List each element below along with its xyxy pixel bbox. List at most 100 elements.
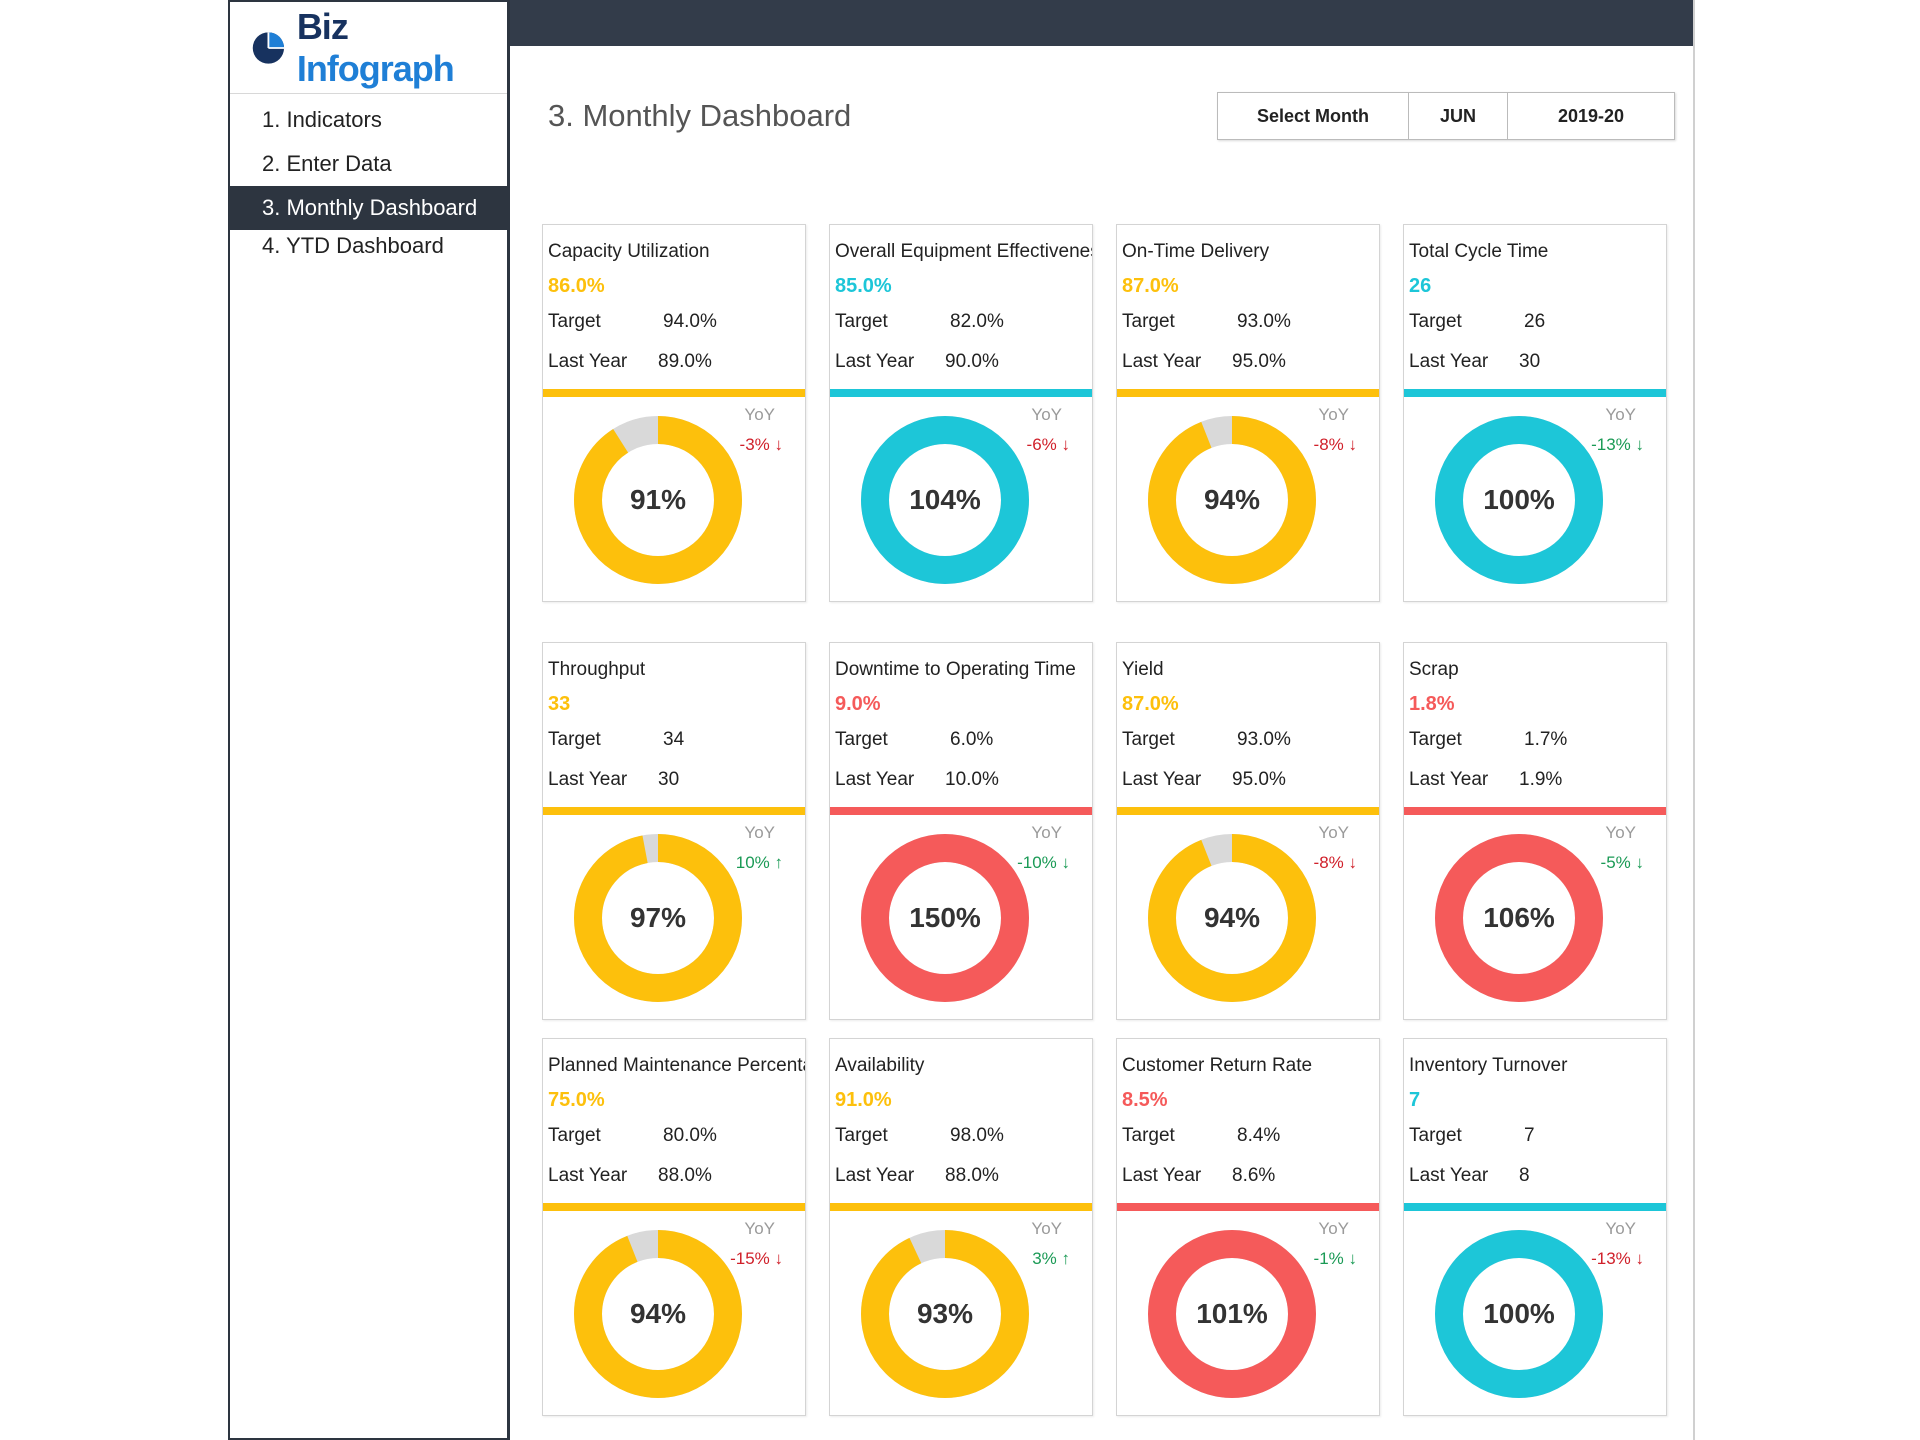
kpi-value: 26 xyxy=(1409,275,1432,297)
kpi-card: Overall Equipment Effectiveness 85.0% Targ… xyxy=(829,224,1093,602)
last-year-value: 8.6% xyxy=(1232,1165,1276,1186)
month-dropdown[interactable]: JUN xyxy=(1409,93,1508,139)
kpi-value: 75.0% xyxy=(548,1089,605,1111)
target-value: 8.4% xyxy=(1237,1125,1281,1146)
target-value: 82.0% xyxy=(950,311,1004,332)
kpi-color-bar xyxy=(1404,1203,1666,1211)
target-value: 98.0% xyxy=(950,1125,1004,1146)
last-year-label: Last Year xyxy=(548,351,628,372)
target-label: Target xyxy=(548,311,601,332)
kpi-color-bar xyxy=(1117,807,1379,815)
kpi-color-bar xyxy=(1404,807,1666,815)
donut-percent: 93% xyxy=(916,1298,974,1329)
kpi-value: 86.0% xyxy=(548,275,605,297)
year-dropdown[interactable]: 2019-20 xyxy=(1557,105,1625,126)
donut-fill xyxy=(1435,416,1603,584)
target-label: Target xyxy=(1409,1125,1462,1146)
logo[interactable]: Biz Infograph xyxy=(230,2,507,94)
nav-item-monthly-dashboard[interactable]: 3. Monthly Dashboard xyxy=(230,186,507,230)
yoy-label: YoY xyxy=(744,823,775,842)
kpi-name: Capacity Utilization xyxy=(548,241,710,262)
target-label: Target xyxy=(1122,729,1175,750)
donut-percent: 94% xyxy=(1203,902,1261,933)
last-year-label: Last Year xyxy=(548,1165,628,1186)
yoy-label: YoY xyxy=(1031,823,1062,842)
donut-chart xyxy=(861,834,1029,1002)
target-label: Target xyxy=(548,1125,601,1146)
yoy-label: YoY xyxy=(1031,1219,1062,1238)
kpi-value: 87.0% xyxy=(1122,275,1179,297)
target-label: Target xyxy=(1122,1125,1175,1146)
yoy-value: -10% ↓ xyxy=(1017,853,1070,872)
donut-percent: 91% xyxy=(629,484,687,515)
donut-percent: 150% xyxy=(909,902,981,933)
kpi-name: Inventory Turnover xyxy=(1409,1055,1568,1076)
yoy-value: -1% ↓ xyxy=(1313,1249,1357,1268)
right-border xyxy=(1693,0,1695,1440)
last-year-value: 30 xyxy=(1519,351,1541,372)
target-value: 93.0% xyxy=(1237,311,1291,332)
sidebar-nav: 1. Indicators 2. Enter Data 3. Monthly D… xyxy=(230,98,507,268)
kpi-value: 33 xyxy=(548,693,571,715)
yoy-label: YoY xyxy=(1318,1219,1349,1238)
nav-item-indicators[interactable]: 1. Indicators xyxy=(262,107,382,132)
target-label: Target xyxy=(548,729,601,750)
donut-fill xyxy=(574,416,742,584)
last-year-value: 88.0% xyxy=(945,1165,999,1186)
target-label: Target xyxy=(835,729,888,750)
sidebar: Biz Infograph 1. Indicators 2. Enter Dat… xyxy=(228,0,510,1440)
last-year-value: 88.0% xyxy=(658,1165,712,1186)
kpi-value: 91.0% xyxy=(835,1089,892,1111)
kpi-value: 87.0% xyxy=(1122,693,1179,715)
target-label: Target xyxy=(835,311,888,332)
yoy-value: -5% ↓ xyxy=(1600,853,1644,872)
donut-fill xyxy=(1148,1230,1316,1398)
brand-name: Biz Infograph xyxy=(297,6,507,90)
donut-fill xyxy=(1148,834,1316,1002)
last-year-label: Last Year xyxy=(1409,769,1489,790)
target-value: 6.0% xyxy=(950,729,994,750)
last-year-label: Last Year xyxy=(1409,1165,1489,1186)
donut-percent: 106% xyxy=(1483,902,1555,933)
kpi-color-bar xyxy=(543,389,805,397)
brand-part1: Biz xyxy=(296,5,349,47)
kpi-color-bar xyxy=(830,1203,1092,1211)
nav-item-enter-data[interactable]: 2. Enter Data xyxy=(262,151,392,176)
last-year-label: Last Year xyxy=(835,351,915,372)
kpi-card: Availability 91.0% Target 98.0% Last Year 88.… xyxy=(829,1038,1093,1416)
yoy-value: -3% ↓ xyxy=(739,435,783,454)
last-year-label: Last Year xyxy=(1122,769,1202,790)
kpi-value: 85.0% xyxy=(835,275,892,297)
kpi-card: Total Cycle Time 26 Target 26 Last Year 30 YoY… xyxy=(1403,224,1667,602)
kpi-name: Downtime to Operating Time xyxy=(835,659,1076,680)
donut-chart xyxy=(861,416,1029,584)
last-year-label: Last Year xyxy=(1122,1165,1202,1186)
kpi-name: Customer Return Rate xyxy=(1122,1055,1313,1076)
last-year-value: 95.0% xyxy=(1232,769,1286,790)
nav-item-ytd-dashboard[interactable]: 4. YTD Dashboard xyxy=(262,233,444,258)
yoy-label: YoY xyxy=(1605,823,1636,842)
donut-chart xyxy=(574,1230,742,1398)
kpi-color-bar xyxy=(543,807,805,815)
last-year-label: Last Year xyxy=(548,769,628,790)
kpi-card: On-Time Delivery 87.0% Target 93.0% Last Yea… xyxy=(1116,224,1380,602)
donut-percent: 100% xyxy=(1483,1298,1555,1329)
kpi-color-bar xyxy=(830,389,1092,397)
donut-percent: 94% xyxy=(629,1298,687,1329)
kpi-name: Planned Maintenance Percentage xyxy=(548,1055,806,1076)
donut-fill xyxy=(861,834,1029,1002)
last-year-value: 1.9% xyxy=(1519,769,1563,790)
last-year-value: 30 xyxy=(658,769,680,790)
donut-percent: 94% xyxy=(1203,484,1261,515)
donut-chart xyxy=(574,416,742,584)
donut-fill xyxy=(1435,834,1603,1002)
yoy-label: YoY xyxy=(1318,823,1349,842)
top-bar xyxy=(510,0,1694,46)
donut-percent: 97% xyxy=(629,902,687,933)
kpi-card: Planned Maintenance Percentage 75.0% Targe… xyxy=(542,1038,806,1416)
brand-part2: Infograph xyxy=(296,47,455,89)
pie-chart-icon xyxy=(252,31,285,64)
donut-fill xyxy=(1435,1230,1603,1398)
kpi-card: Throughput 33 Target 34 Last Year 30 YoY 10% ↑ 9… xyxy=(542,642,806,1020)
target-value: 1.7% xyxy=(1524,729,1568,750)
